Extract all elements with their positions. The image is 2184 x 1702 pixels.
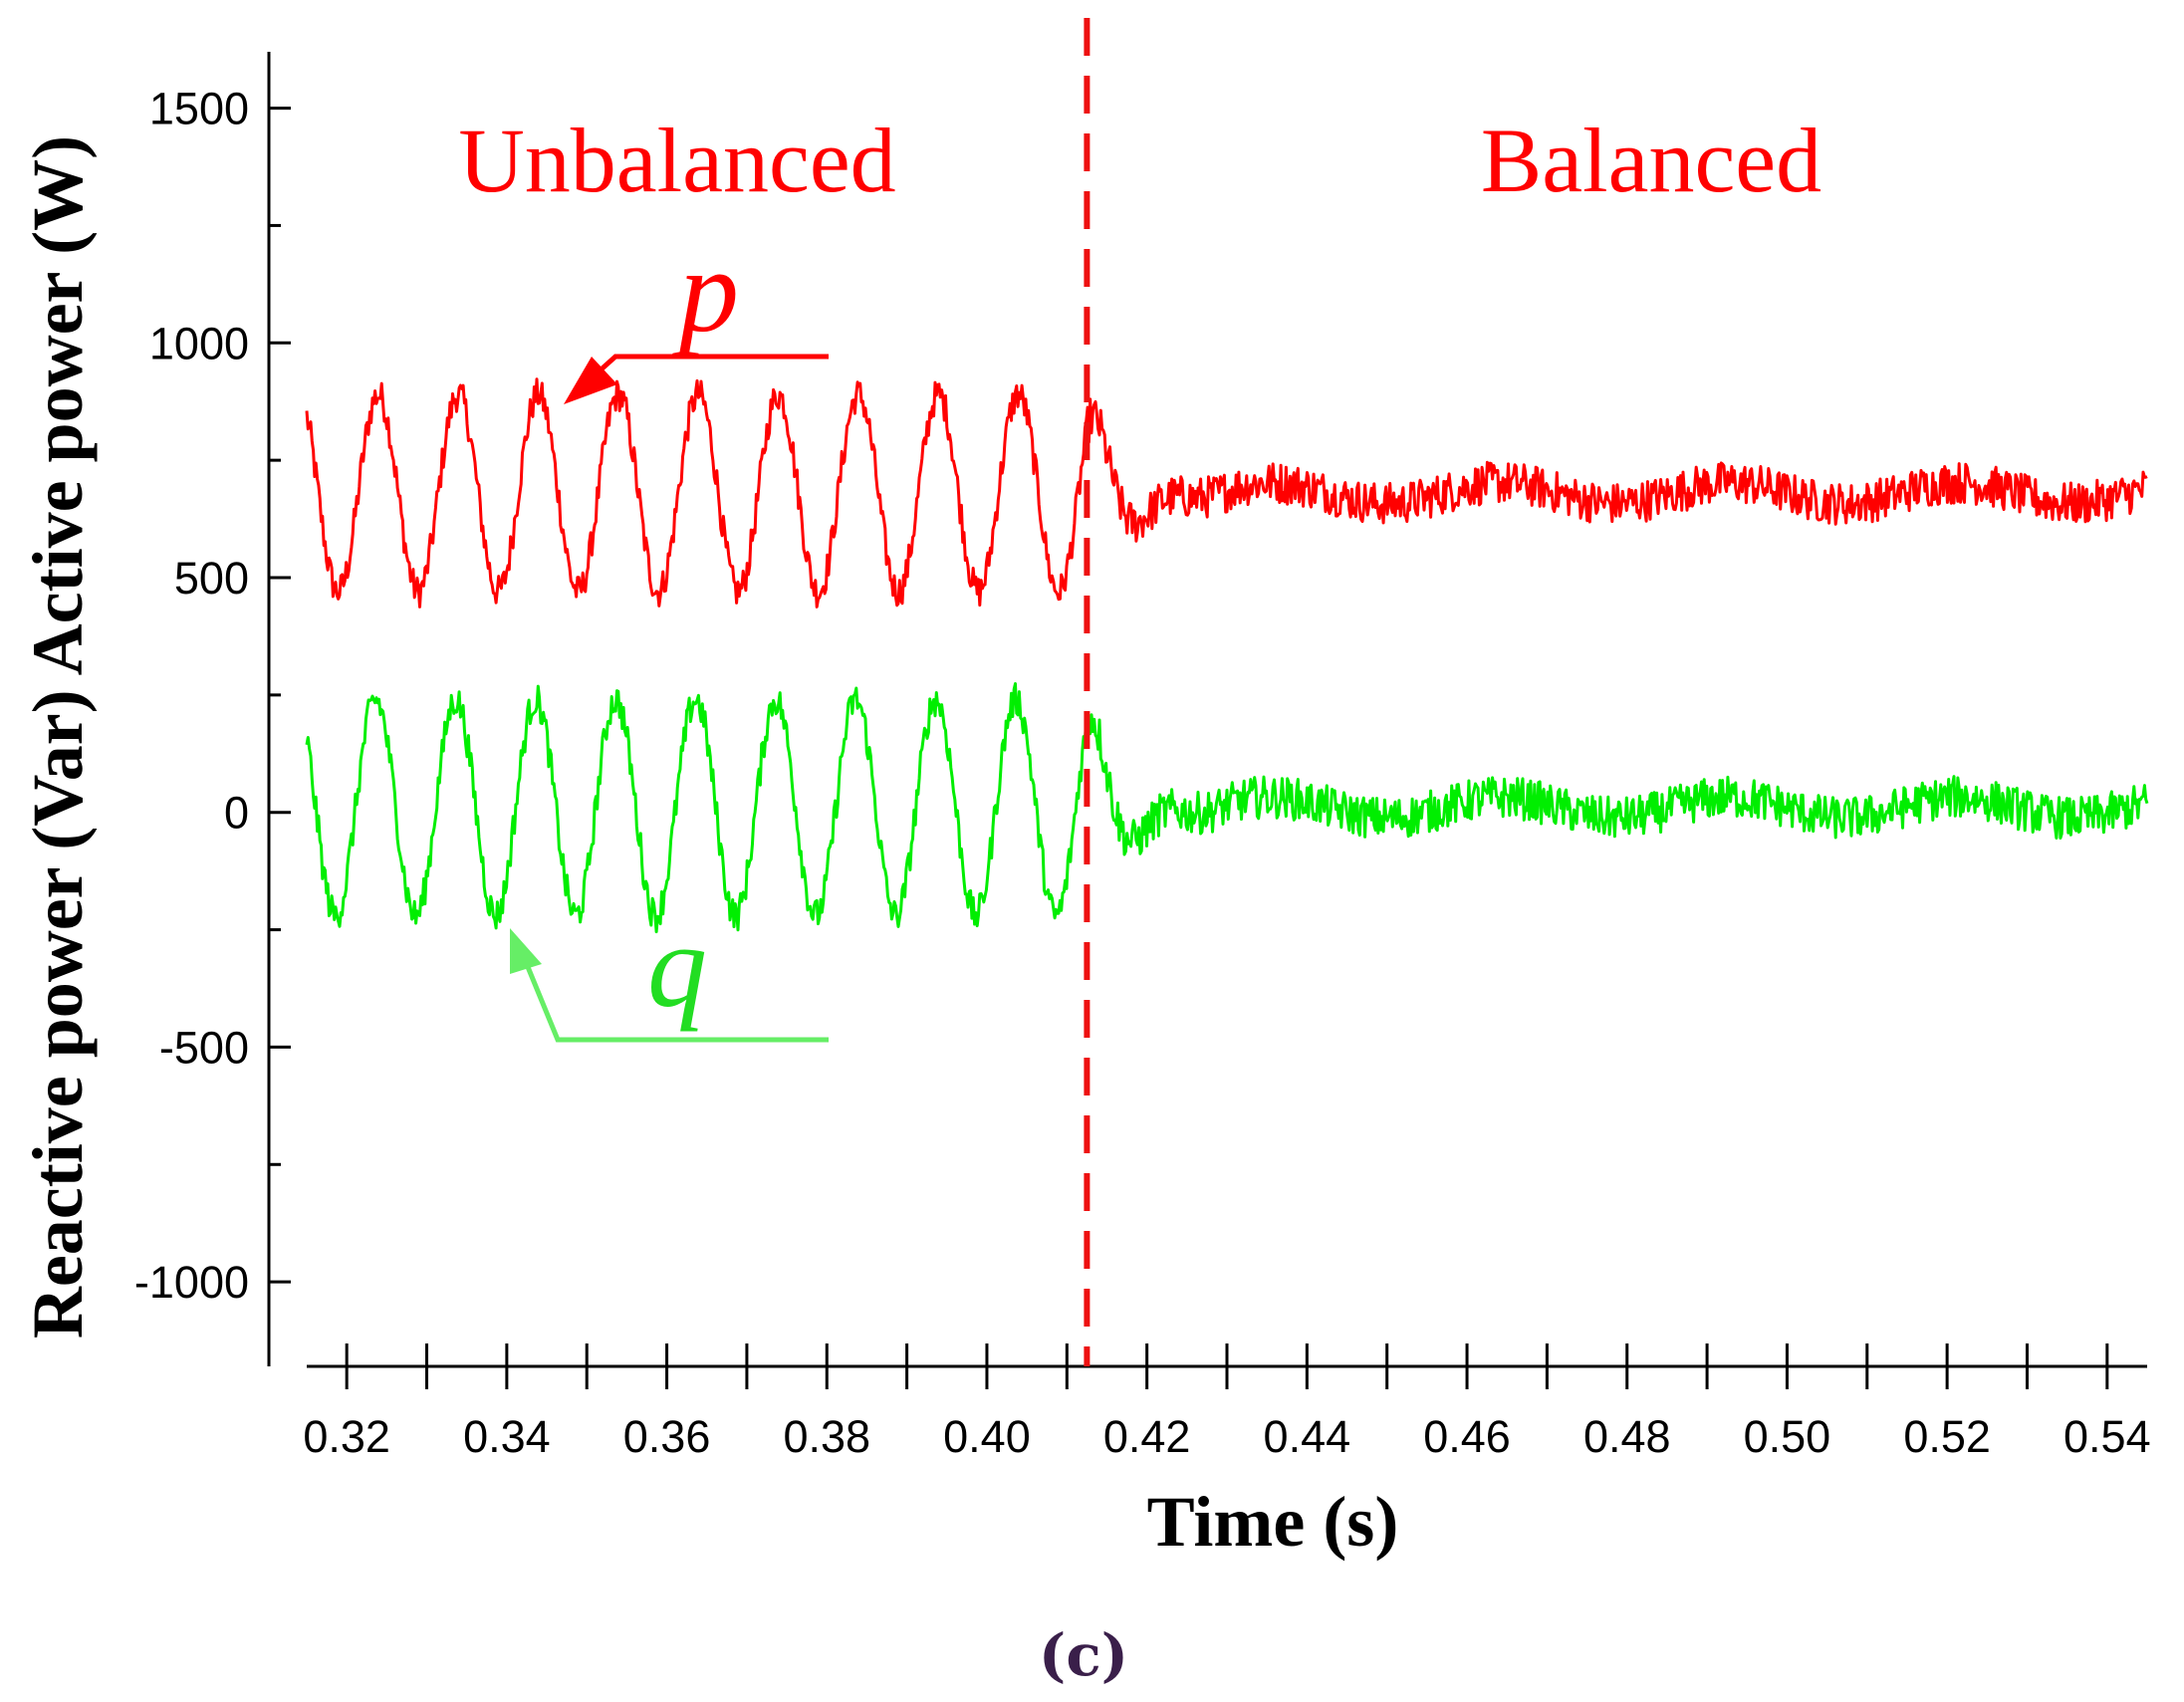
x-tick-label: 0.52 [1903, 1411, 1991, 1462]
panel-label: (c) [1039, 1621, 1128, 1689]
series-line-q [305, 682, 2149, 934]
x-tick-label: 0.54 [2063, 1411, 2151, 1462]
y-axis-title: Reactive power (Var) Active power (W) [18, 135, 98, 1338]
x-tick-label: 0.36 [623, 1411, 711, 1462]
p-annotation-leader [594, 354, 829, 376]
x-axis: 0.32 0.34 0.36 0.38 0.40 0.42 0.44 0.46 0.48 0.50… [303, 1343, 2151, 1462]
p-series-label: p [671, 224, 739, 357]
y-tick-label: 0 [224, 788, 249, 839]
y-tick-label: 1500 [149, 84, 249, 134]
x-tick-label: 0.48 [1583, 1411, 1671, 1462]
x-tick-label: 0.46 [1423, 1411, 1511, 1462]
x-tick-label: 0.34 [463, 1411, 551, 1462]
x-axis-title: Time (s) [1147, 1482, 1399, 1562]
series-layer [305, 377, 2149, 934]
series-line-p [305, 377, 2148, 608]
q-annotation-arrowhead [510, 928, 542, 974]
x-tick-label: 0.40 [943, 1411, 1031, 1462]
y-tick-label: -1000 [134, 1257, 249, 1308]
x-tick-label: 0.38 [783, 1411, 870, 1462]
region-label-balanced: Balanced [1481, 110, 1821, 211]
y-tick-label: 1000 [149, 318, 249, 368]
x-tick-label: 0.50 [1744, 1411, 1831, 1462]
region-label-unbalanced: Unbalanced [458, 110, 895, 211]
p-annotation-arrowhead [564, 357, 617, 404]
y-tick-label: -500 [159, 1022, 249, 1073]
x-tick-label: 0.42 [1103, 1411, 1191, 1462]
y-tick-label: 500 [174, 553, 249, 604]
q-annotation-leader [523, 961, 829, 1043]
x-tick-label: 0.32 [303, 1411, 390, 1462]
y-axis: 1500 1000 500 0 -500 -1000 [134, 52, 291, 1366]
q-annotation: q [510, 899, 829, 1043]
q-series-label: q [647, 899, 707, 1032]
p-annotation: p [564, 224, 829, 404]
x-tick-label: 0.44 [1264, 1411, 1351, 1462]
